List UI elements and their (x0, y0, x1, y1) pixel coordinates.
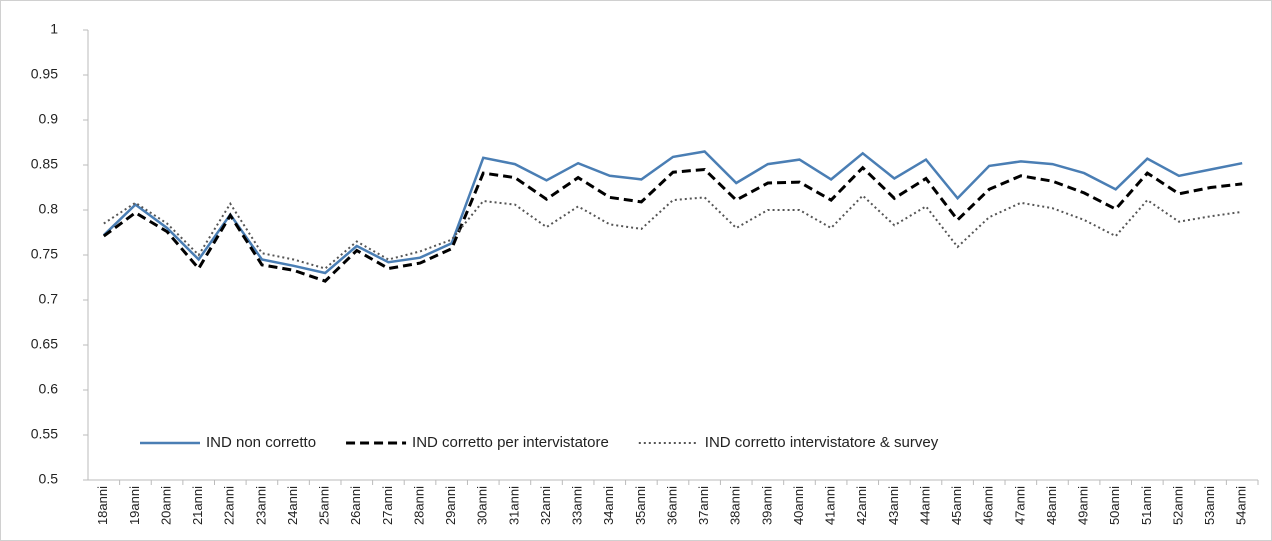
x-tick-label: 53anni (1202, 486, 1217, 525)
x-tick-label: 51anni (1139, 486, 1154, 525)
x-tick-label: 39anni (759, 486, 774, 525)
x-tick-label: 22anni (222, 486, 237, 525)
x-tick-label: 47anni (1012, 486, 1027, 525)
x-tick-label: 26anni (348, 486, 363, 525)
x-tick-label: 21anni (190, 486, 205, 525)
x-tick-label: 30anni (475, 486, 490, 525)
x-tick-label: 18anni (95, 486, 110, 525)
x-tick-label: 44anni (917, 486, 932, 525)
x-tick-label: 41anni (823, 486, 838, 525)
y-tick-label: 1 (50, 21, 58, 37)
x-tick-label: 54anni (1234, 486, 1249, 525)
x-tick-label: 35anni (633, 486, 648, 525)
x-tick-label: 31anni (506, 486, 521, 525)
x-tick-label: 23anni (253, 486, 268, 525)
x-tick-label: 43anni (886, 486, 901, 525)
x-tick-label: 32anni (538, 486, 553, 525)
series-line (103, 194, 1243, 270)
legend-label: IND non corretto (206, 434, 316, 451)
y-tick-label: 0.85 (31, 156, 58, 172)
legend-label: IND corretto per intervistatore (412, 434, 609, 451)
x-tick-label: 28anni (411, 486, 426, 525)
x-tick-label: 25anni (317, 486, 332, 525)
x-tick-label: 33anni (570, 486, 585, 525)
legend-label: IND corretto intervistatore & survey (705, 434, 939, 451)
y-tick-label: 0.7 (39, 291, 59, 307)
x-tick-label: 20anni (158, 486, 173, 525)
y-tick-label: 0.65 (31, 336, 58, 352)
x-tick-label: 40anni (791, 486, 806, 525)
x-tick-label: 24anni (285, 486, 300, 525)
x-tick-label: 50anni (1107, 486, 1122, 525)
x-tick-label: 27anni (380, 486, 395, 525)
y-tick-label: 0.55 (31, 426, 58, 442)
x-tick-label: 45anni (949, 486, 964, 525)
x-tick-label: 34anni (601, 486, 616, 525)
x-tick-label: 37anni (696, 486, 711, 525)
y-tick-label: 0.95 (31, 66, 58, 82)
y-tick-label: 0.6 (39, 381, 59, 397)
y-tick-label: 0.75 (31, 246, 58, 262)
x-tick-label: 46anni (981, 486, 996, 525)
x-tick-label: 38anni (728, 486, 743, 525)
x-tick-label: 19anni (127, 486, 142, 525)
series-line (102, 165, 1243, 283)
x-tick-label: 49anni (1076, 486, 1091, 525)
x-tick-label: 36anni (664, 486, 679, 525)
y-tick-label: 0.9 (39, 111, 59, 127)
x-tick-label: 29anni (443, 486, 458, 525)
x-tick-label: 52anni (1170, 486, 1185, 525)
x-tick-label: 42anni (854, 486, 869, 525)
series-line (102, 150, 1243, 275)
y-tick-label: 0.5 (39, 471, 59, 487)
x-tick-label: 48anni (1044, 486, 1059, 525)
y-tick-label: 0.8 (39, 201, 59, 217)
